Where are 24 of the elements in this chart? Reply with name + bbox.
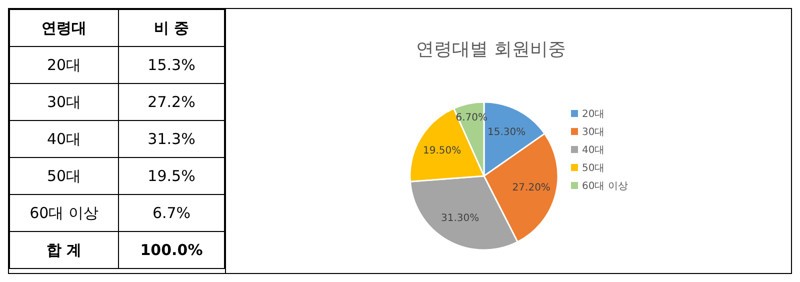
text: 비 중 bbox=[118, 10, 224, 46]
data-label: 27.20% bbox=[512, 182, 550, 194]
text: 합 계 bbox=[10, 232, 118, 268]
legend-label: 20대 bbox=[582, 109, 605, 120]
text: 19.5% bbox=[118, 158, 224, 194]
category-label: 30대 bbox=[46, 92, 82, 110]
data-label: 31.30% bbox=[441, 213, 480, 224]
text: 연령대 bbox=[10, 10, 118, 46]
category-label: 20대 bbox=[46, 56, 82, 74]
legend-label: 40대 bbox=[582, 145, 605, 156]
category-label: 60대 이상 bbox=[30, 204, 98, 222]
category-label: 40대 bbox=[46, 130, 82, 148]
text: 27.2% bbox=[118, 84, 224, 120]
text: 15.3% bbox=[118, 46, 224, 84]
data-label: 15.30% bbox=[488, 127, 526, 138]
legend-label: 60대 이상 bbox=[582, 181, 628, 192]
data-label: 19.50% bbox=[422, 146, 462, 157]
legend-label: 30대 bbox=[582, 127, 605, 138]
text: 100.0% bbox=[118, 232, 224, 268]
text: 6.7% bbox=[118, 194, 224, 232]
text: 31.3% bbox=[118, 120, 224, 158]
legend-label: 50대 bbox=[582, 163, 605, 174]
chart-title: 연령대별 회원비중 bbox=[415, 38, 567, 61]
category-label: 50대 bbox=[46, 166, 82, 184]
